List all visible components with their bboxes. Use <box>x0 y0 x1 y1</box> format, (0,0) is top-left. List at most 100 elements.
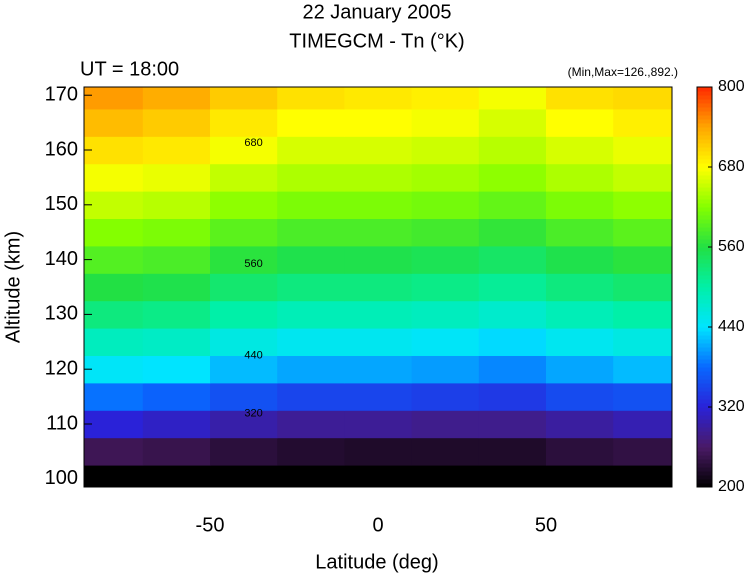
heat-cell <box>546 108 614 137</box>
heat-cell <box>277 218 345 247</box>
heat-cell <box>84 355 144 384</box>
colorbar-swatch <box>697 479 712 484</box>
colorbar-swatch <box>697 359 712 364</box>
heat-cell <box>142 300 211 329</box>
heat-cell <box>84 245 144 274</box>
heat-cell <box>84 136 144 165</box>
heat-cell <box>546 382 614 411</box>
heat-cell <box>411 136 480 165</box>
heat-cell <box>411 382 480 411</box>
colorbar-swatch <box>697 151 712 156</box>
heat-cell <box>210 136 278 165</box>
x-tick-label: 50 <box>535 514 557 536</box>
colorbar-swatch <box>697 335 712 340</box>
colorbar-swatch <box>697 379 712 384</box>
colorbar-swatch <box>697 87 712 92</box>
heat-cell <box>277 87 345 110</box>
colorbar-swatch <box>697 251 712 256</box>
y-axis-label: Altitude (km) <box>2 231 24 343</box>
time-label: UT = 18:00 <box>80 58 179 80</box>
colorbar-swatch <box>697 91 712 96</box>
colorbar-swatch <box>697 299 712 304</box>
colorbar-swatch <box>697 311 712 316</box>
heat-cell <box>344 163 413 192</box>
colorbar-swatch <box>697 351 712 356</box>
colorbar-swatch <box>697 191 712 196</box>
heat-cell <box>277 355 345 384</box>
heat-cell <box>277 465 345 488</box>
heat-cell <box>344 136 413 165</box>
colorbar-tick-label: 680 <box>718 158 745 175</box>
heat-cell <box>142 328 211 356</box>
colorbar-swatch <box>697 203 712 208</box>
heat-cell <box>210 273 278 302</box>
colorbar-swatch <box>697 143 712 148</box>
colorbar-swatch <box>697 263 712 268</box>
colorbar-swatch <box>697 399 712 404</box>
heat-cell <box>142 163 211 192</box>
colorbar-tick-label: 800 <box>718 78 745 95</box>
heat-cell <box>210 410 278 439</box>
heat-cell <box>478 300 547 329</box>
heat-cell <box>344 87 413 110</box>
heat-cell <box>546 355 614 384</box>
heat-cell <box>478 163 547 192</box>
heat-cell <box>344 465 413 488</box>
colorbar-swatch <box>697 147 712 152</box>
colorbar-swatch <box>697 167 712 172</box>
heat-cell <box>84 191 144 220</box>
y-tick-label: 170 <box>45 84 78 106</box>
heat-cell <box>478 136 547 165</box>
heat-cell <box>478 410 547 439</box>
colorbar-swatch <box>697 323 712 328</box>
y-tick-label: 120 <box>45 357 78 379</box>
colorbar-swatch <box>697 455 712 460</box>
heat-cell <box>613 465 673 488</box>
y-tick-label: 100 <box>45 467 78 489</box>
colorbar-swatch <box>697 363 712 368</box>
heat-cell <box>613 108 673 137</box>
heat-cell <box>478 87 547 110</box>
heat-cell <box>478 355 547 384</box>
colorbar-swatch <box>697 155 712 160</box>
colorbar-swatch <box>697 291 712 296</box>
heat-cell <box>142 136 211 165</box>
heat-cell <box>210 87 278 110</box>
colorbar-swatch <box>697 99 712 104</box>
colorbar-swatch <box>697 259 712 264</box>
heat-cell <box>344 273 413 302</box>
colorbar-swatch <box>697 327 712 332</box>
colorbar-swatch <box>697 367 712 372</box>
colorbar-swatch <box>697 471 712 476</box>
contour-label: 440 <box>244 349 262 361</box>
heat-cell <box>613 273 673 302</box>
colorbar-swatch <box>697 283 712 288</box>
colorbar-swatch <box>697 443 712 448</box>
heat-cell <box>613 328 673 356</box>
heat-cell <box>344 300 413 329</box>
colorbar-swatch <box>697 195 712 200</box>
colorbar-swatch <box>697 183 712 188</box>
colorbar-swatch <box>697 211 712 216</box>
heat-cell <box>411 87 480 110</box>
colorbar-swatch <box>697 475 712 480</box>
colorbar-swatch <box>697 459 712 464</box>
colorbar-swatch <box>697 375 712 380</box>
heat-cell <box>478 328 547 356</box>
colorbar-swatch <box>697 235 712 240</box>
heat-cell <box>411 163 480 192</box>
heat-cell <box>277 136 345 165</box>
heat-cell <box>411 191 480 220</box>
contour-label: 320 <box>244 407 262 419</box>
heat-cell <box>210 163 278 192</box>
colorbar-swatch <box>697 175 712 180</box>
x-axis-label: Latitude (deg) <box>315 551 438 573</box>
colorbar-swatch <box>697 423 712 428</box>
colorbar-swatch <box>697 131 712 136</box>
y-tick-label: 160 <box>45 138 78 160</box>
heat-cell <box>613 300 673 329</box>
colorbar-swatch <box>697 223 712 228</box>
colorbar-swatch <box>697 111 712 116</box>
heat-cell <box>613 437 673 466</box>
